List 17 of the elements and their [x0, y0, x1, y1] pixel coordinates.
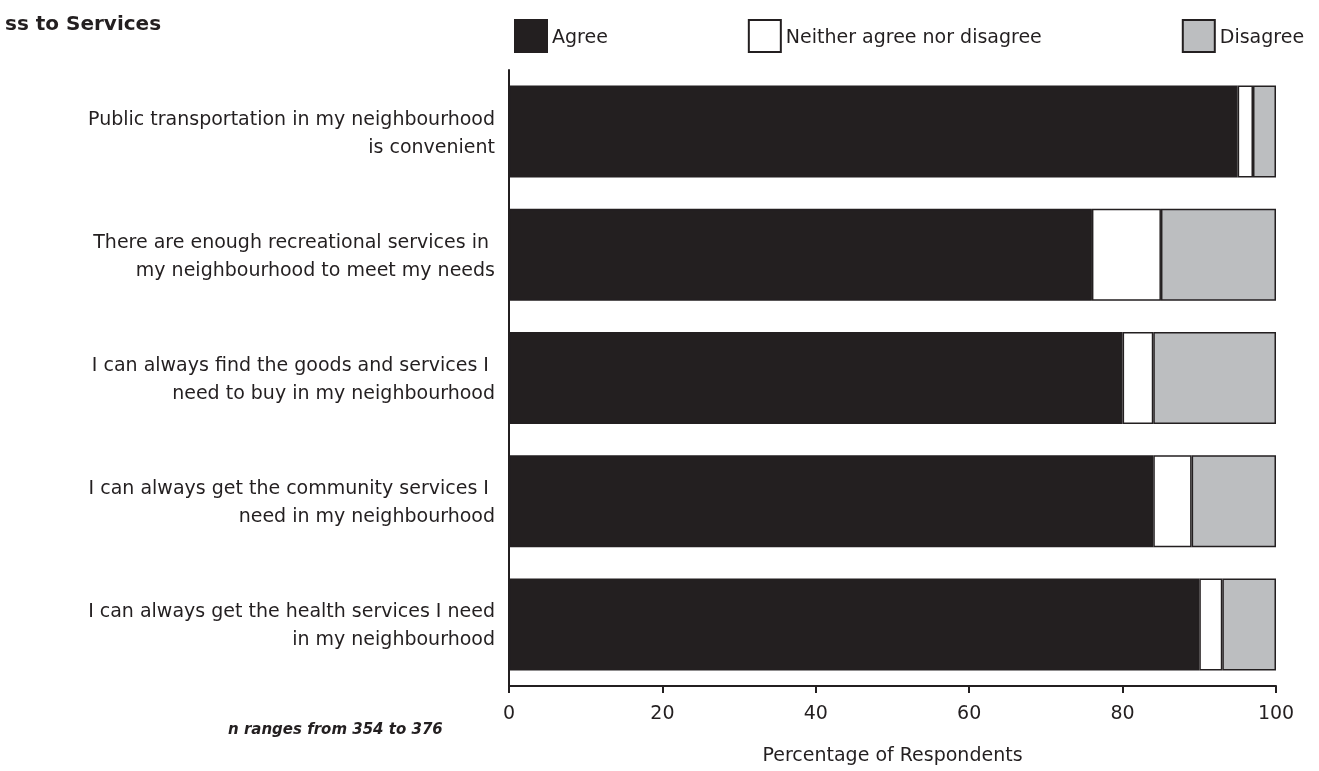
- y-tick-label: I can always get the community services I need in my neighbourhood: [88, 476, 495, 527]
- text: n ranges from 354 to 376: [228, 719, 443, 738]
- legend-label: Agree: [552, 25, 608, 47]
- x-axis-title: Percentage of Respondents: [762, 742, 1023, 765]
- x-tick-label: 20: [650, 700, 675, 723]
- y-tick-label: Public transportation in my neighbourhood is convenient: [88, 106, 495, 157]
- text: ss to Services: [5, 11, 162, 35]
- y-tick-label: I can always get the health services I need in my neighbourhood: [88, 599, 495, 650]
- x-tick-label: 100: [1257, 700, 1295, 723]
- x-tick-label: 80: [1110, 700, 1135, 723]
- x-tick-label: 60: [957, 700, 982, 723]
- legend-label: Disagree: [1219, 25, 1305, 47]
- x-tick-label: 40: [803, 700, 828, 723]
- y-tick-label: There are enough recreational services in my neighbourhood to meet my needs: [92, 229, 495, 280]
- x-tick-label: 0: [502, 700, 516, 723]
- legend-label: Neither agree nor disagree: [785, 25, 1042, 47]
- y-tick-label: I can always find the goods and services I need to buy in my neighbourhood: [91, 353, 495, 403]
